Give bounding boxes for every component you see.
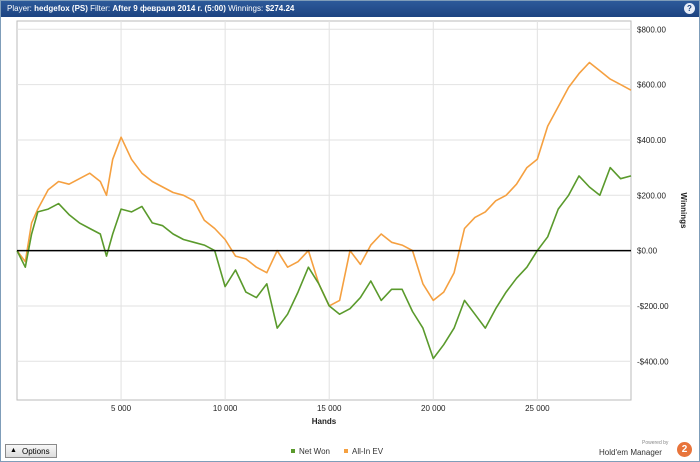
chart-legend: Net Won All-In EV — [291, 447, 397, 456]
x-tick-label: 20 000 — [421, 404, 446, 413]
y-tick-label: $200.00 — [637, 191, 666, 200]
y-tick-label: $800.00 — [637, 25, 666, 34]
brand-block: Powered by Hold'em Manager 2 — [595, 440, 695, 460]
legend-swatch — [291, 449, 295, 453]
legend-item: Net Won — [291, 447, 330, 456]
title-bar: Player: hedgefox (PS) Filter: After 9 фе… — [1, 1, 699, 17]
x-tick-label: 15 000 — [317, 404, 342, 413]
powered-by-text: Powered by — [642, 440, 669, 446]
legend-label: Net Won — [299, 447, 330, 456]
winnings-chart: 5 000 10 000 15 000 20 000 25 000 $800.00 $600… — [16, 20, 688, 426]
brand-logo-icon: 2 — [677, 442, 692, 457]
y-axis-title: Winnings — [679, 193, 688, 229]
x-tick-label: 5 000 — [111, 404, 132, 413]
options-button[interactable]: ▲ Options — [5, 444, 57, 458]
x-tick-label: 10 000 — [213, 404, 238, 413]
help-icon[interactable]: ? — [684, 3, 695, 14]
series-line-net-won — [16, 166, 632, 360]
winnings-value: $274.24 — [265, 4, 295, 13]
legend-label: All-In EV — [351, 447, 384, 456]
y-tick-label: $400.00 — [637, 136, 666, 145]
x-tick-label: 25 000 — [525, 404, 550, 413]
y-tick-label: -$200.00 — [637, 302, 669, 311]
y-tick-label: $600.00 — [637, 81, 666, 90]
brand-name: Hold'em Manager — [599, 448, 662, 457]
filter-summary: Player: hedgefox (PS) Filter: After 9 фе… — [7, 4, 294, 13]
options-label: Options — [22, 447, 50, 456]
winnings-label: Winnings: — [228, 4, 264, 13]
y-tick-label: $0.00 — [637, 247, 658, 256]
x-axis-title: Hands — [312, 417, 337, 426]
filter-label: Filter: — [90, 4, 111, 13]
series-line-all-in-ev — [16, 61, 632, 307]
legend-swatch — [343, 449, 348, 453]
player-label: Player: — [7, 4, 32, 13]
y-tick-label: -$400.00 — [637, 357, 669, 366]
triangle-up-icon: ▲ — [10, 447, 17, 454]
filter-value: After 9 февраля 2014 г. (5:00) — [112, 4, 226, 13]
legend-item: All-In EV — [343, 447, 384, 456]
player-name: hedgefox (PS) — [34, 4, 88, 13]
plot-area — [16, 20, 632, 401]
